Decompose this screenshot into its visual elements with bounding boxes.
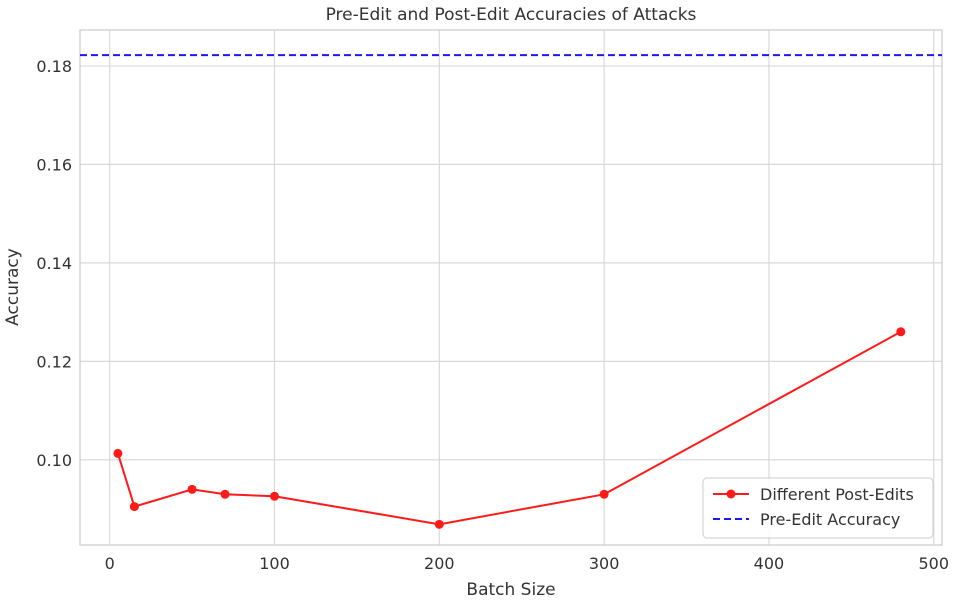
legend-marker-post-edits bbox=[726, 489, 736, 499]
y-tick-label: 0.10 bbox=[36, 451, 72, 470]
plot-area bbox=[80, 30, 942, 545]
series-layer bbox=[80, 54, 942, 529]
data-point bbox=[113, 448, 123, 458]
x-tick-label: 300 bbox=[589, 554, 620, 573]
data-point bbox=[187, 484, 197, 494]
y-tick-label: 0.18 bbox=[36, 57, 72, 76]
x-tick-label: 500 bbox=[918, 554, 949, 573]
post-edits-series-line bbox=[116, 330, 902, 526]
grid-lines bbox=[79, 29, 943, 546]
x-tick-label: 0 bbox=[105, 554, 115, 573]
data-point bbox=[434, 519, 444, 529]
y-tick-label: 0.16 bbox=[36, 155, 72, 174]
y-axis-label: Accuracy bbox=[3, 248, 23, 326]
data-point bbox=[269, 491, 279, 501]
legend-box bbox=[702, 477, 934, 539]
data-point bbox=[599, 489, 609, 499]
data-point bbox=[220, 489, 230, 499]
legend: Different Post-Edits Pre-Edit Accuracy bbox=[702, 477, 934, 539]
x-tick-label: 200 bbox=[424, 554, 455, 573]
tick-labels: 0 100 200 300 400 500 0.10 0.12 0.14 0.16 0.18 bbox=[36, 57, 949, 573]
chart-title: Pre-Edit and Post-Edit Accuracies of Att… bbox=[326, 5, 697, 25]
x-tick-label: 400 bbox=[754, 554, 785, 573]
y-tick-label: 0.12 bbox=[36, 352, 72, 371]
y-tick-label: 0.14 bbox=[36, 254, 72, 273]
data-point bbox=[129, 502, 139, 512]
data-point bbox=[896, 327, 906, 337]
legend-label-pre-edit: Pre-Edit Accuracy bbox=[760, 510, 900, 529]
plot-frame bbox=[79, 29, 943, 546]
legend-label-post-edits: Different Post-Edits bbox=[760, 485, 914, 504]
x-axis-label: Batch Size bbox=[466, 580, 555, 600]
x-tick-label: 100 bbox=[259, 554, 290, 573]
